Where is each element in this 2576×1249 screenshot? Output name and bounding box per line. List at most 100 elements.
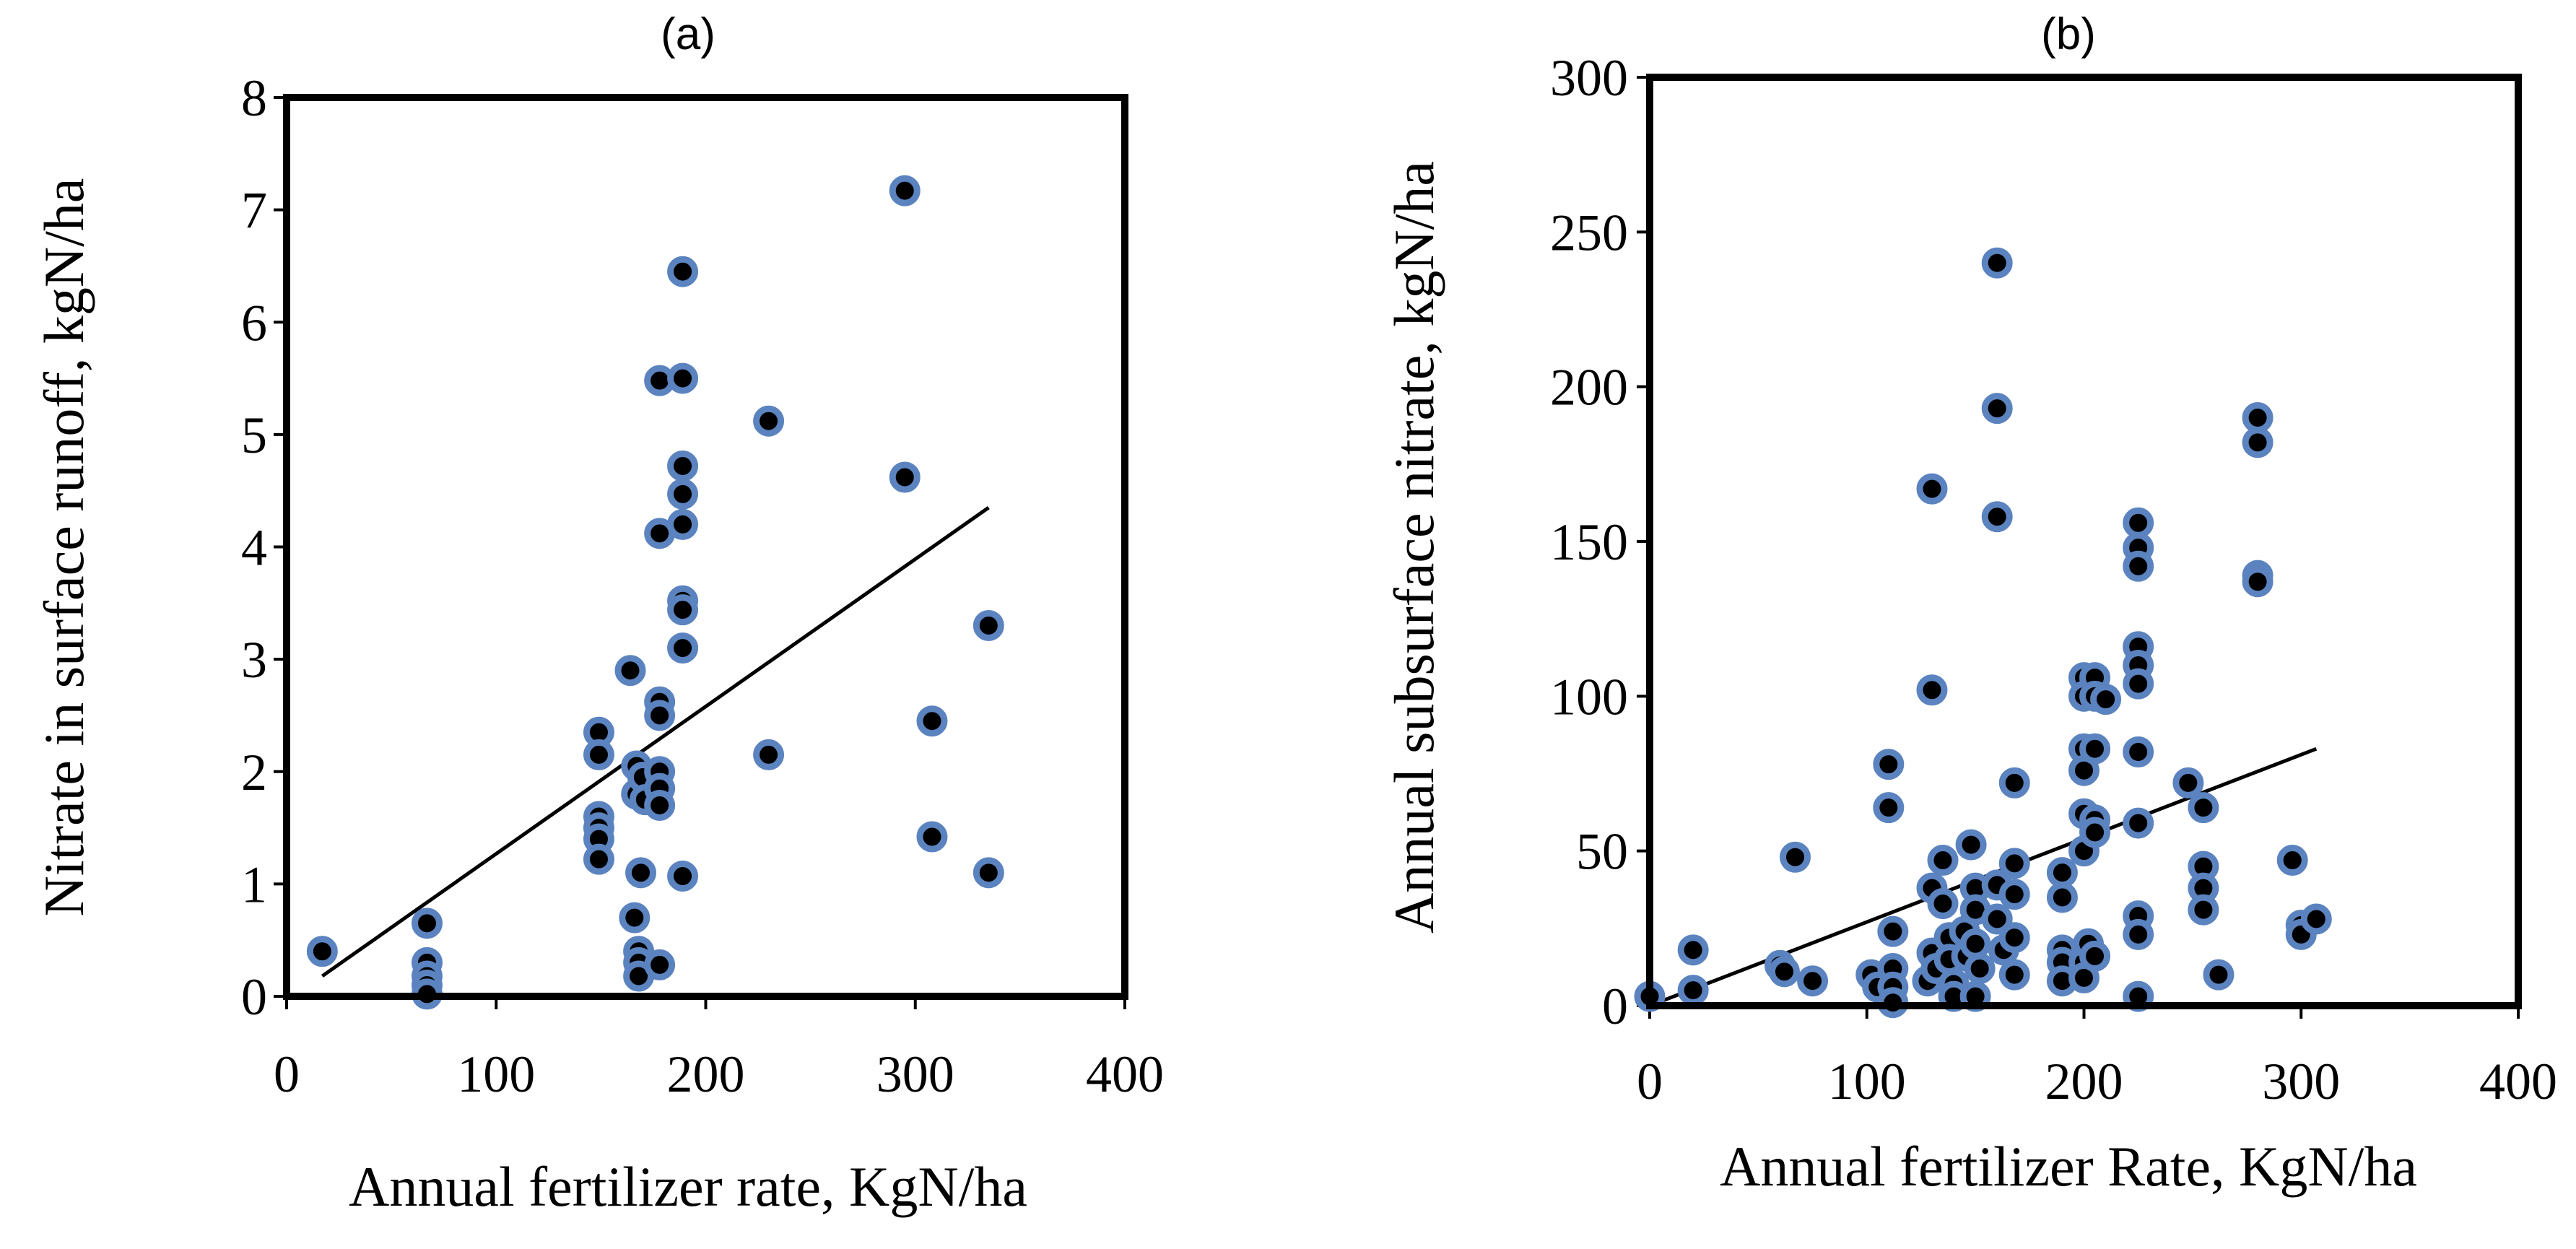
panel-a-x-tick-label: 100 — [457, 1045, 535, 1103]
panel-a-points — [306, 175, 1004, 1010]
panel-b-points — [1634, 247, 2332, 1019]
panel-b-data-point — [2090, 684, 2122, 715]
panel-b-x-tick-label: 100 — [1828, 1053, 1906, 1110]
panel-b-data-point — [1998, 959, 2030, 991]
panel-a-y-tick-label: 3 — [241, 631, 267, 689]
panel-a-data-point — [625, 857, 657, 889]
panel-b-data-point — [1873, 749, 1905, 780]
panel-a-y-tick-labels: 0 1 2 3 4 5 6 7 8 — [241, 69, 267, 1026]
panel-b-data-point — [1927, 845, 1959, 876]
panel-a-data-point — [972, 609, 1004, 641]
panel-b-data-point — [1877, 915, 1909, 947]
panel-b-data-point — [1998, 767, 2030, 798]
panel-a-y-tick-label: 0 — [241, 968, 267, 1026]
panel-b-data-point — [2172, 767, 2204, 798]
panel-a-data-point — [916, 821, 948, 853]
panel-b-data-point — [2242, 566, 2273, 598]
panel-b-y-tick-label: 50 — [1576, 823, 1628, 881]
panel-b-title: (b) — [2041, 9, 2096, 59]
panel-a-data-point — [667, 594, 699, 626]
panel-a-data-point — [667, 860, 699, 892]
panel-b-data-point — [2242, 402, 2273, 434]
panel-b-data-point — [1998, 848, 2030, 879]
panel-b-y-tick-label: 0 — [1602, 978, 1628, 1035]
panel-b-y-tick-label: 300 — [1550, 49, 1628, 107]
panel-a-data-point — [644, 789, 676, 821]
panel-b-x-tick-label: 0 — [1637, 1053, 1663, 1110]
panel-a-data-point — [889, 175, 921, 206]
panel-a-x-tick-label: 200 — [667, 1045, 745, 1103]
panel-b-data-point — [1916, 473, 1948, 505]
panel-b-data-point — [2242, 427, 2273, 458]
panel-a-y-tick-label: 8 — [241, 69, 267, 127]
panel-b-data-point — [1873, 792, 1905, 824]
panel-a-y-tick-label: 1 — [241, 856, 267, 913]
panel-a-data-point — [667, 450, 699, 482]
panel-b-data-point — [1955, 829, 1987, 861]
panel-a-data-point — [644, 700, 676, 731]
panel-b-data-point — [1780, 841, 1811, 873]
panel-b-data-point — [2123, 507, 2154, 539]
panel-b-y-tick-label: 200 — [1550, 359, 1628, 417]
panel-a-title: (a) — [661, 9, 715, 59]
panel-a-data-point — [667, 256, 699, 287]
panel-a-plot-frame — [283, 94, 1128, 1000]
panel-a-data-point — [619, 902, 650, 934]
panel-b-data-point — [2276, 845, 2308, 876]
panel-a-x-tick-label: 300 — [876, 1045, 954, 1103]
panel-a-data-point — [972, 857, 1004, 889]
panel-b-data-point — [1981, 501, 2013, 533]
panel-b-y-tick-label: 250 — [1550, 204, 1628, 261]
panel-b-x-tick-label: 300 — [2262, 1053, 2340, 1110]
panel-a-data-point — [667, 362, 699, 394]
panel-a-data-point — [667, 508, 699, 540]
panel-b-x-tick-label: 400 — [2479, 1053, 2557, 1110]
panel-b-x-tick-label: 200 — [2045, 1053, 2123, 1110]
panel-b-data-point — [1677, 975, 1709, 1006]
panel-b-ticks — [1637, 76, 2520, 1019]
panel-a-data-point — [916, 705, 948, 737]
panel-a-x-axis-label: Annual fertilizer rate, KgN/ha — [349, 1155, 1027, 1218]
panel-b-y-tick-labels: 0 50 100 150 200 250 300 — [1550, 49, 1628, 1035]
panel-b-data-point — [2188, 792, 2219, 824]
panel-b-y-tick-label: 100 — [1550, 668, 1628, 726]
panel-b-data-point — [2300, 903, 2332, 935]
panel-a-data-point — [667, 478, 699, 510]
panel-b-data-point — [2123, 918, 2154, 950]
panel-b-data-point — [2079, 817, 2111, 848]
panel-a-data-point — [583, 739, 614, 770]
panel-b-data-point — [2123, 807, 2154, 839]
panel-b-data-point — [1964, 953, 1996, 985]
panel-b-data-point — [1998, 922, 2030, 954]
panel-b-data-point — [2123, 550, 2154, 582]
panel-b-x-tick-labels: 0 100 200 300 400 — [1637, 1053, 2557, 1110]
panel-a-data-point — [753, 739, 785, 770]
panel-b-data-point — [2079, 733, 2111, 765]
panel-a-data-point — [614, 655, 646, 687]
panel-a-x-tick-label: 400 — [1086, 1045, 1164, 1103]
panel-a-y-axis-label: Nitrate in surface runoff, kgN/ha — [32, 178, 95, 916]
panel-b-data-point — [1768, 956, 1800, 988]
panel-a-data-point — [753, 405, 785, 437]
panel-a-data-point — [667, 632, 699, 664]
panel-b-data-point — [1998, 879, 2030, 910]
panel-a-data-point — [583, 843, 614, 875]
panel-b-data-point — [1959, 928, 1991, 959]
panel-b-x-axis-label: Annual fertilizer Rate, KgN/ha — [1720, 1135, 2417, 1198]
panel-b-data-point — [2046, 857, 2078, 889]
panel-a-x-tick-label: 0 — [274, 1045, 300, 1103]
panel-b-data-point — [2079, 940, 2111, 972]
panel-b-y-tick-label: 150 — [1550, 513, 1628, 571]
panel-a-y-tick-label: 4 — [241, 519, 267, 577]
panel-a-y-tick-label: 7 — [241, 182, 267, 240]
panel-b-plot-frame — [1646, 74, 2522, 1009]
panel-a-data-point — [889, 461, 921, 493]
panel-b-data-point — [1981, 393, 2013, 425]
panel-b-data-point — [2046, 882, 2078, 913]
panel-a-scatter-chart: (a) 0 100 200 300 400 0 1 2 3 4 5 6 7 8 Annual ferti… — [32, 9, 1164, 1218]
panel-b-data-point — [2188, 894, 2219, 926]
panel-a-data-point — [411, 908, 443, 939]
panel-a-x-tick-labels: 0 100 200 300 400 — [274, 1045, 1164, 1103]
panel-a-trendline — [321, 505, 990, 978]
